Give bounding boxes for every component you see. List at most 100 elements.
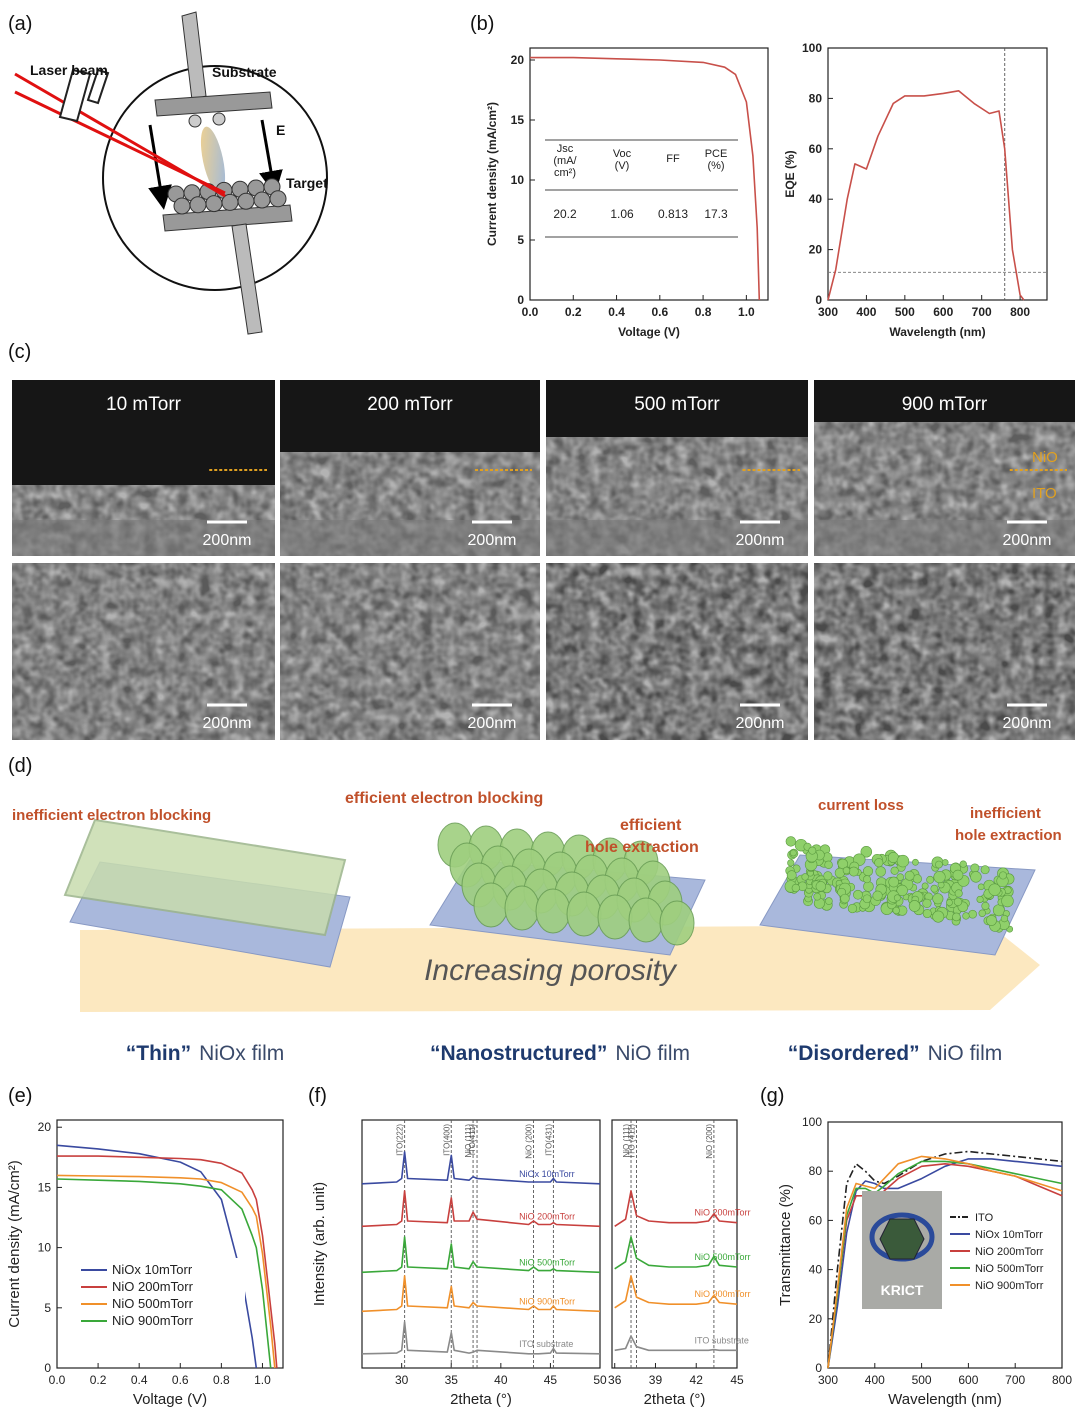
caption-rest: NiO film <box>928 1042 1003 1065</box>
schematic-note: hole extraction <box>585 839 699 856</box>
x-tick-label: 800 <box>1010 305 1030 319</box>
x-tick-label: 700 <box>972 305 992 319</box>
x-tick-label: 0.0 <box>522 305 539 319</box>
grain <box>474 883 508 927</box>
grain <box>1002 895 1014 907</box>
sem-vacuum <box>280 380 540 452</box>
legend-label: ITO <box>975 1212 994 1224</box>
grain <box>989 884 1001 896</box>
panel-label: (e) <box>8 1085 32 1107</box>
sem-texture <box>280 563 540 740</box>
x-tick-label: 300 <box>818 1373 838 1387</box>
y-tick-label: 5 <box>44 1301 51 1315</box>
scale-bar-label: 200nm <box>468 715 517 732</box>
scale-bar-label: 200nm <box>468 532 517 549</box>
grain <box>912 859 918 865</box>
table-value: 20.2 <box>553 207 577 221</box>
reference-label: ITO(400) <box>442 1124 451 1156</box>
grain <box>790 850 796 856</box>
grain <box>598 895 632 939</box>
series-label: NiO 500mTorr <box>695 1252 751 1262</box>
schematic-note: efficient <box>620 817 682 834</box>
x-tick-label: 30 <box>395 1373 409 1387</box>
film-caption: “Thin”NiOx film <box>126 1042 285 1065</box>
grain <box>816 881 826 891</box>
y-tick-label: 20 <box>511 53 525 67</box>
grain <box>963 913 970 920</box>
sem-texture <box>546 563 808 740</box>
grain <box>942 859 948 865</box>
legend-label: NiO 200mTorr <box>112 1279 194 1294</box>
y-tick-label: 60 <box>809 1213 823 1227</box>
y-axis-label: Transmittance (%) <box>777 1184 794 1306</box>
panel-label: (g) <box>760 1085 784 1107</box>
grain <box>960 861 967 868</box>
x-tick-label: 50 <box>593 1373 607 1387</box>
grain <box>955 890 962 897</box>
x-tick-label: 0.6 <box>172 1373 189 1387</box>
grain <box>875 858 884 867</box>
x-tick-label: 700 <box>1005 1373 1025 1387</box>
table-header: Voc <box>613 148 632 160</box>
grain <box>863 866 872 875</box>
panel-label: (a) <box>8 13 32 35</box>
panel-label: (f) <box>308 1085 327 1107</box>
grain <box>849 867 858 876</box>
grain <box>825 861 833 869</box>
y-axis-label: EQE (%) <box>783 150 797 197</box>
table-header: FF <box>666 153 680 165</box>
x-tick-label: 0.0 <box>49 1373 66 1387</box>
x-axis-label: Voltage (V) <box>133 1391 207 1408</box>
table-header: Jsc <box>557 143 574 155</box>
legend-label: NiOx 10mTorr <box>112 1262 193 1277</box>
grain <box>953 870 963 880</box>
ball <box>190 197 206 213</box>
series-line <box>57 1145 256 1368</box>
grain <box>629 898 663 942</box>
ball <box>270 191 286 207</box>
grain <box>982 902 989 909</box>
x-tick-label: 0.4 <box>131 1373 148 1387</box>
series-label: NiOx 10mTorr <box>519 1169 575 1179</box>
grain <box>927 876 934 883</box>
sem-texture <box>12 563 275 740</box>
grain <box>873 891 883 901</box>
y-tick-label: 100 <box>802 41 822 55</box>
y-tick-label: 40 <box>809 192 823 206</box>
grain <box>923 909 931 917</box>
y-tick-label: 5 <box>517 233 524 247</box>
y-axis-label: Current density (mA/cm²) <box>485 102 499 246</box>
sem-pressure-label: 500 mTorr <box>634 394 720 415</box>
x-tick-label: 0.2 <box>90 1373 107 1387</box>
series-label: NiO 200mTorr <box>519 1211 575 1221</box>
scale-bar-label: 200nm <box>1003 532 1052 549</box>
grain <box>825 898 832 905</box>
series-label: NiO 900mTorr <box>695 1289 751 1299</box>
y-tick-label: 0 <box>815 1361 822 1375</box>
legend-label: NiO 500mTorr <box>975 1263 1044 1275</box>
caption-emphasis: “Nanostructured” <box>430 1042 607 1065</box>
x-tick-label: 0.4 <box>608 305 625 319</box>
grain <box>863 881 873 891</box>
x-axis-label: Wavelength (nm) <box>888 1391 1002 1408</box>
x-axis-label: 2theta (°) <box>644 1391 706 1408</box>
legend-label: NiO 900mTorr <box>975 1280 1044 1292</box>
reference-label: NiO (200) <box>525 1124 534 1159</box>
scale-bar-label: 200nm <box>203 715 252 732</box>
table-value: 1.06 <box>610 207 634 221</box>
reference-label: ITO(411) <box>468 1124 477 1156</box>
grain <box>954 898 962 906</box>
grain <box>993 905 1004 916</box>
scale-bar-label: 200nm <box>203 532 252 549</box>
x-axis-label: Wavelength (nm) <box>889 325 985 339</box>
grain <box>536 889 570 933</box>
film-caption: “Nanostructured”NiO film <box>430 1042 690 1065</box>
schematic-note: inefficient <box>970 805 1041 822</box>
y-tick-label: 15 <box>38 1180 52 1194</box>
grain <box>567 892 601 936</box>
grain <box>889 877 899 887</box>
x-tick-label: 42 <box>690 1373 704 1387</box>
logo-text: KRICT <box>881 1282 924 1298</box>
grain <box>931 885 938 892</box>
series-label: NiO 500mTorr <box>519 1257 575 1267</box>
